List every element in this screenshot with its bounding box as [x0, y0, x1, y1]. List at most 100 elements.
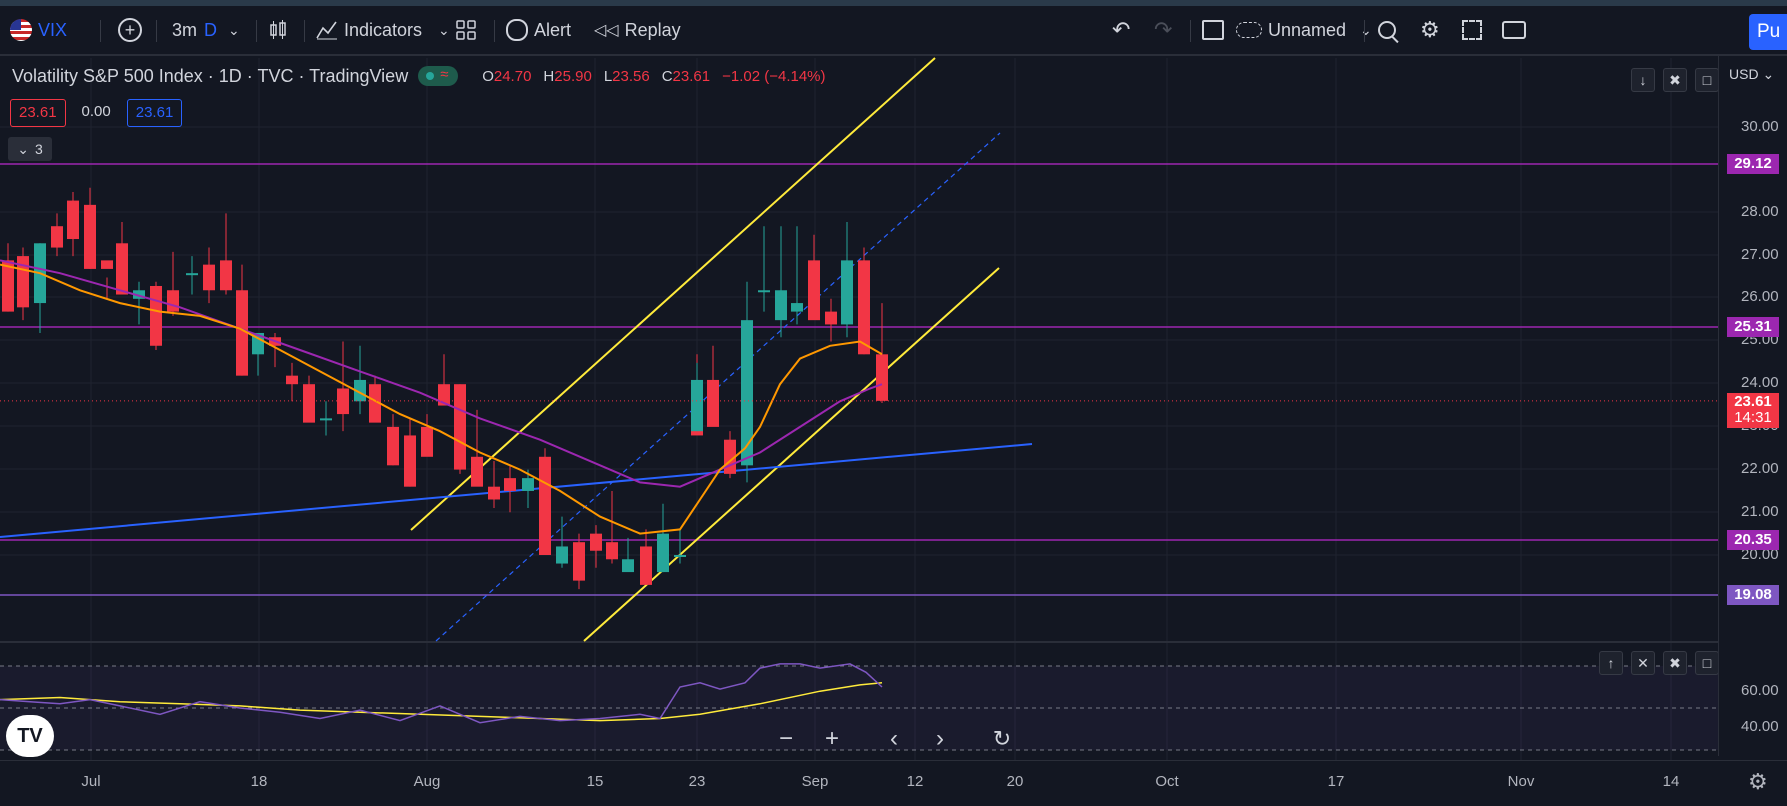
time-label: Sep: [801, 773, 829, 790]
layout-name-button[interactable]: Unnamed ⌄: [1236, 6, 1372, 54]
interval-d-button[interactable]: D: [204, 6, 217, 54]
fullscreen-button[interactable]: [1462, 6, 1482, 54]
currency-selector[interactable]: USD ⌄: [1729, 66, 1774, 83]
candle-body: [203, 264, 215, 291]
candlestick-series: [2, 187, 888, 590]
indicators-button[interactable]: Indicators ⌄: [316, 6, 450, 54]
zoom-in-button[interactable]: +: [814, 721, 850, 757]
candle-body: [573, 542, 585, 581]
candle-body: [775, 290, 787, 321]
symbol-label: VIX: [38, 19, 68, 40]
candles-icon: [270, 20, 286, 39]
candle-body: [590, 533, 602, 551]
rsi-line: [0, 663, 883, 724]
horizontal-levels[interactable]: [0, 163, 1718, 596]
candle-body: [454, 384, 466, 470]
symbol-title[interactable]: Volatility S&P 500 Index · 1D · TVC · Tr…: [12, 65, 409, 86]
collapse-rsi-button[interactable]: ✖: [1663, 651, 1687, 675]
maximize-rsi-button[interactable]: □: [1695, 651, 1719, 675]
indicators-label: Indicators: [344, 19, 423, 40]
screenshot-button[interactable]: [1502, 6, 1526, 54]
collapse-icon: ✖: [1669, 654, 1681, 671]
interval-d-label: D: [204, 19, 217, 40]
grid-icon: [456, 20, 476, 40]
level-price-label: 25.31: [1727, 317, 1779, 337]
candle-body: [707, 379, 719, 427]
symbol-search[interactable]: VIX: [10, 6, 67, 54]
alert-button[interactable]: Alert: [506, 6, 571, 54]
scroll-left-button[interactable]: ‹: [876, 721, 912, 757]
candle-body: [791, 303, 803, 312]
publish-button[interactable]: Pu: [1749, 14, 1787, 50]
candle-body: [640, 546, 652, 585]
candle-body: [522, 478, 534, 491]
collapse-pane-button[interactable]: ✖: [1663, 68, 1687, 92]
plus-circle-icon: +: [118, 18, 142, 42]
open-value: 24.70: [493, 67, 532, 85]
time-label: Jul: [81, 773, 101, 790]
price-chart[interactable]: [0, 0, 1718, 760]
price-scale[interactable]: USD ⌄ 30.0028.0027.0026.0025.0024.0023.0…: [1718, 56, 1787, 756]
market-status-indicator[interactable]: ≈: [418, 66, 459, 86]
redo-button[interactable]: ↷: [1154, 6, 1172, 54]
layout-button[interactable]: [1202, 6, 1224, 54]
low-value: 23.56: [612, 67, 650, 85]
scroll-right-button[interactable]: ›: [922, 721, 958, 757]
move-pane-down-button[interactable]: ↓: [1631, 68, 1655, 92]
templates-button[interactable]: [456, 6, 476, 54]
interval-dropdown[interactable]: ⌄: [228, 6, 240, 54]
candle-body: [674, 555, 686, 557]
time-label: Oct: [1155, 773, 1179, 790]
price-tick: 20.00: [1741, 546, 1779, 563]
maximize-pane-button[interactable]: □: [1695, 68, 1719, 92]
zoom-out-button[interactable]: −: [768, 721, 804, 757]
tradingview-logo[interactable]: TV: [6, 715, 54, 757]
time-axis[interactable]: Jul 18 Aug 15 23 Sep 12 20 Oct 17 Nov 14 ⚙: [0, 760, 1787, 806]
chevron-down-icon: ⌄: [1360, 21, 1372, 38]
candle-body: [606, 542, 618, 560]
bar-countdown: 14:31: [1734, 409, 1772, 426]
replay-button[interactable]: ◁◁ Replay: [594, 6, 681, 54]
candle-body: [133, 290, 145, 299]
high-value: 25.90: [554, 67, 592, 85]
value-box-blue: 23.61: [126, 99, 183, 127]
candle-body: [150, 285, 162, 346]
indicator-values: 23.61 0.00 23.61: [10, 99, 183, 127]
close-label: C: [661, 67, 673, 85]
price-tick: 27.00: [1741, 246, 1779, 263]
time-label: 23: [688, 773, 706, 790]
chevron-left-icon: ‹: [890, 725, 898, 752]
rsi-tick-60: 60.00: [1741, 682, 1779, 699]
chart-type-button[interactable]: [268, 6, 288, 54]
price-tick: 28.00: [1741, 203, 1779, 220]
plus-icon: +: [824, 725, 839, 752]
time-label: Aug: [413, 773, 441, 790]
settings-button[interactable]: ⚙: [1420, 6, 1440, 54]
undo-button[interactable]: ↶: [1112, 6, 1130, 54]
cloud-icon: [1236, 22, 1262, 38]
search-icon: [1378, 21, 1399, 44]
settings-icon[interactable]: ⚙: [1748, 769, 1768, 794]
collapse-indicators-button[interactable]: ⌄ 3: [8, 137, 52, 161]
chevron-down-icon: ⌄: [228, 21, 240, 38]
slow-moving-average-line: [0, 259, 883, 488]
candle-body: [808, 260, 820, 321]
interval-3m-button[interactable]: 3m: [172, 6, 197, 54]
wave-icon: ≈: [440, 66, 449, 83]
channel-upper-line: [410, 57, 936, 531]
add-symbol-button[interactable]: +: [118, 6, 142, 54]
candle-body: [504, 478, 516, 491]
chevron-down-icon: ⌄: [1762, 66, 1775, 82]
reset-chart-button[interactable]: ↻: [984, 721, 1020, 757]
chart-legend: Volatility S&P 500 Index · 1D · TVC · Tr…: [12, 63, 826, 89]
search-button[interactable]: [1378, 6, 1399, 54]
rewind-icon: ◁◁: [594, 22, 619, 39]
remove-rsi-button[interactable]: ✕: [1631, 651, 1655, 675]
us-flag-icon: [10, 19, 32, 41]
value-box-red: 23.61: [10, 99, 66, 127]
move-rsi-up-button[interactable]: ↑: [1599, 651, 1623, 675]
time-label: 20: [1006, 773, 1024, 790]
chart-drawings[interactable]: [0, 57, 1033, 642]
camera-icon: [1502, 21, 1526, 39]
candle-body: [337, 388, 349, 415]
